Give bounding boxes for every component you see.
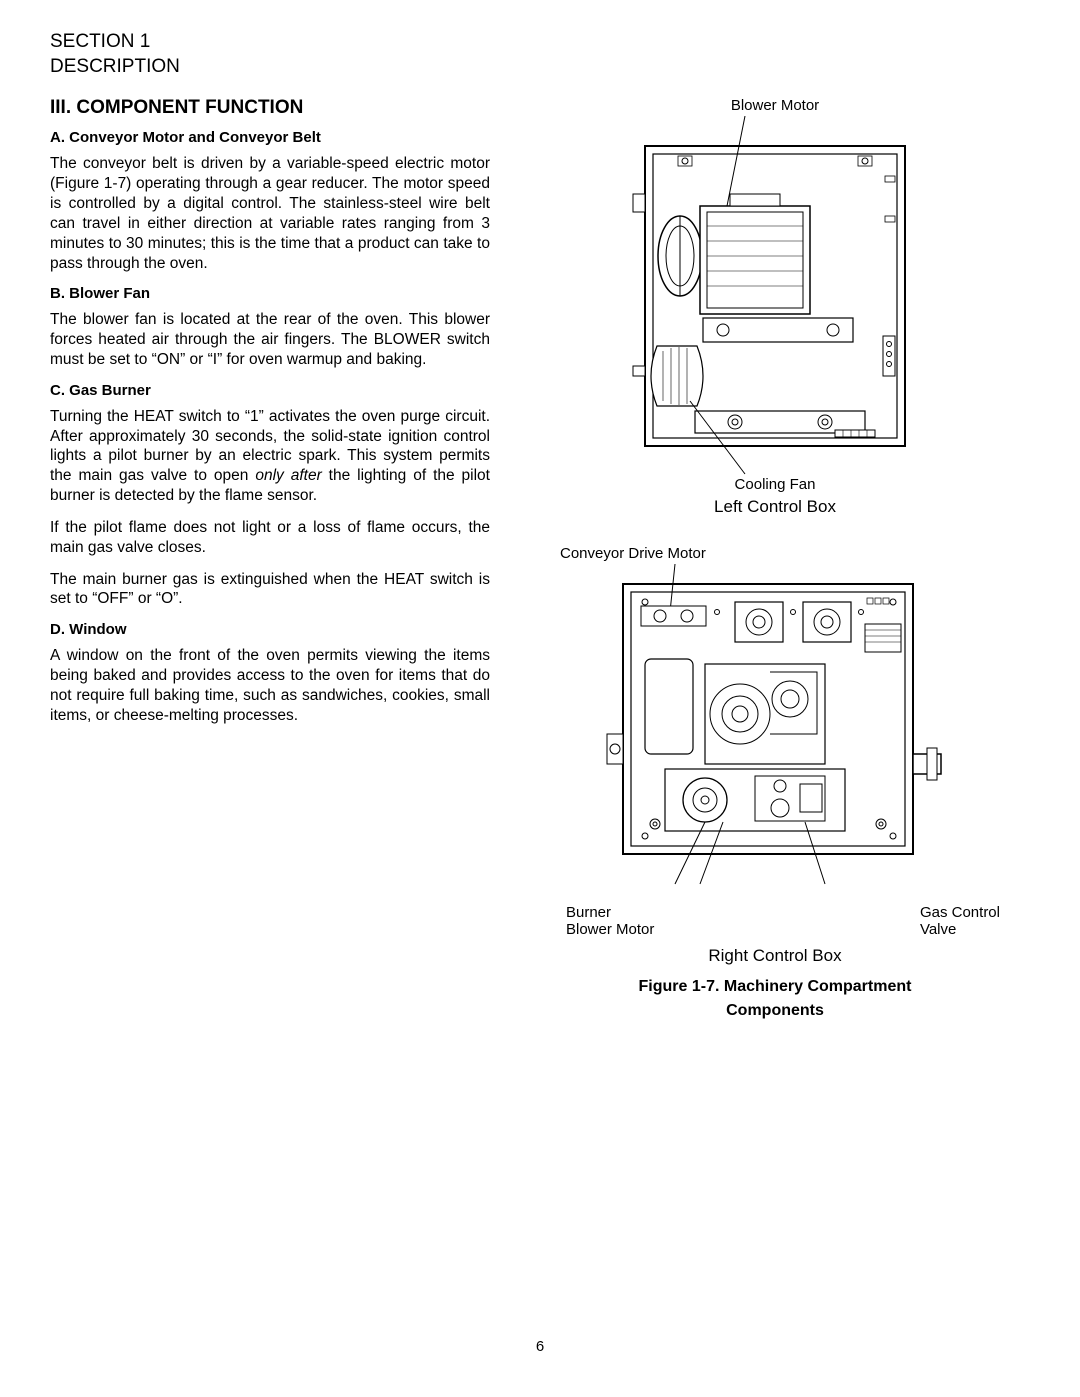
para-c1: Turning the HEAT switch to “1” activates… [50, 407, 490, 506]
top-diagram-label-bottom: Cooling Fan [520, 476, 1030, 493]
label-blower-motor: Blower Motor [566, 921, 654, 938]
figure-wrap: Blower Motor [520, 97, 1030, 1020]
bottom-labels-left: Burner Blower Motor [566, 904, 654, 938]
page-number: 6 [0, 1338, 1080, 1355]
heading-c: C. Gas Burner [50, 382, 490, 399]
left-column: III. COMPONENT FUNCTION A. Conveyor Moto… [50, 97, 490, 1020]
heading-a: A. Conveyor Motor and Conveyor Belt [50, 129, 490, 146]
section-label: SECTION 1 [50, 30, 1030, 55]
heading-b: B. Blower Fan [50, 285, 490, 302]
content-columns: III. COMPONENT FUNCTION A. Conveyor Moto… [50, 97, 1030, 1020]
bottom-labels-row: Burner Blower Motor Gas Control Valve [520, 904, 1030, 938]
bottom-diagram-label-top: Conveyor Drive Motor [520, 545, 1030, 562]
para-b1: The blower fan is located at the rear of… [50, 310, 490, 369]
para-c1-italic: only after [255, 467, 321, 484]
label-burner: Burner [566, 904, 654, 921]
section-desc: DESCRIPTION [50, 55, 1030, 80]
para-a1: The conveyor belt is driven by a variabl… [50, 154, 490, 273]
bottom-labels-right: Gas Control Valve [920, 904, 1000, 938]
para-d1: A window on the front of the oven permit… [50, 646, 490, 725]
page-header: SECTION 1 DESCRIPTION [50, 30, 1030, 79]
heading-d: D. Window [50, 621, 490, 638]
label-valve: Valve [920, 921, 1000, 938]
left-control-box-diagram [625, 116, 925, 476]
left-control-box-caption: Left Control Box [520, 497, 1030, 517]
right-column: Blower Motor [520, 97, 1030, 1020]
para-c2: If the pilot flame does not light or a l… [50, 518, 490, 558]
right-control-box-caption: Right Control Box [520, 946, 1030, 966]
figure-caption-line2: Components [520, 1002, 1030, 1020]
top-diagram-label-top: Blower Motor [520, 97, 1030, 114]
component-function-title: III. COMPONENT FUNCTION [50, 97, 490, 119]
figure-caption-line1: Figure 1-7. Machinery Compartment [520, 978, 1030, 996]
para-c3: The main burner gas is extinguished when… [50, 570, 490, 610]
label-gas-control: Gas Control [920, 904, 1000, 921]
right-control-box-diagram [605, 564, 945, 904]
